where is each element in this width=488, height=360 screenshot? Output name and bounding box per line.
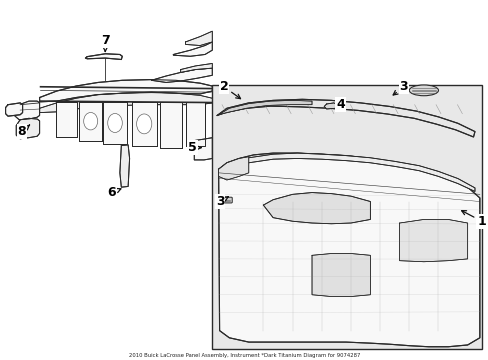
Polygon shape xyxy=(185,31,212,45)
Text: 2: 2 xyxy=(219,80,240,99)
Text: 3: 3 xyxy=(215,195,228,208)
Polygon shape xyxy=(218,153,479,347)
Polygon shape xyxy=(173,42,212,56)
Text: 7: 7 xyxy=(101,33,109,51)
Polygon shape xyxy=(263,193,369,224)
Polygon shape xyxy=(311,253,369,297)
Polygon shape xyxy=(56,102,77,137)
Ellipse shape xyxy=(83,112,98,130)
Polygon shape xyxy=(85,54,122,59)
Polygon shape xyxy=(218,157,248,180)
Text: 2010 Buick LaCrosse Panel Assembly, Instrument *Dark Titanium Diagram for 907428: 2010 Buick LaCrosse Panel Assembly, Inst… xyxy=(128,353,360,358)
Text: 1: 1 xyxy=(461,211,485,228)
Text: 8: 8 xyxy=(18,125,30,138)
Polygon shape xyxy=(131,102,157,146)
Bar xyxy=(212,85,481,348)
Polygon shape xyxy=(399,220,467,262)
Polygon shape xyxy=(151,68,212,82)
Polygon shape xyxy=(120,145,129,187)
Polygon shape xyxy=(180,63,212,72)
Polygon shape xyxy=(218,100,311,115)
Polygon shape xyxy=(185,102,204,146)
Text: 3: 3 xyxy=(392,80,407,95)
Polygon shape xyxy=(160,102,181,148)
Polygon shape xyxy=(14,101,40,120)
Ellipse shape xyxy=(408,85,438,96)
Ellipse shape xyxy=(107,113,122,132)
Polygon shape xyxy=(324,103,337,109)
Text: 6: 6 xyxy=(107,186,121,199)
Polygon shape xyxy=(194,138,212,160)
Polygon shape xyxy=(40,92,212,113)
Polygon shape xyxy=(102,102,127,144)
Text: 4: 4 xyxy=(336,98,345,111)
FancyBboxPatch shape xyxy=(220,197,232,203)
Polygon shape xyxy=(16,118,40,139)
Polygon shape xyxy=(219,153,474,192)
Polygon shape xyxy=(79,102,102,140)
Polygon shape xyxy=(5,103,22,116)
Polygon shape xyxy=(40,80,212,102)
Text: 5: 5 xyxy=(187,141,201,154)
Polygon shape xyxy=(217,99,474,137)
Ellipse shape xyxy=(136,114,151,134)
